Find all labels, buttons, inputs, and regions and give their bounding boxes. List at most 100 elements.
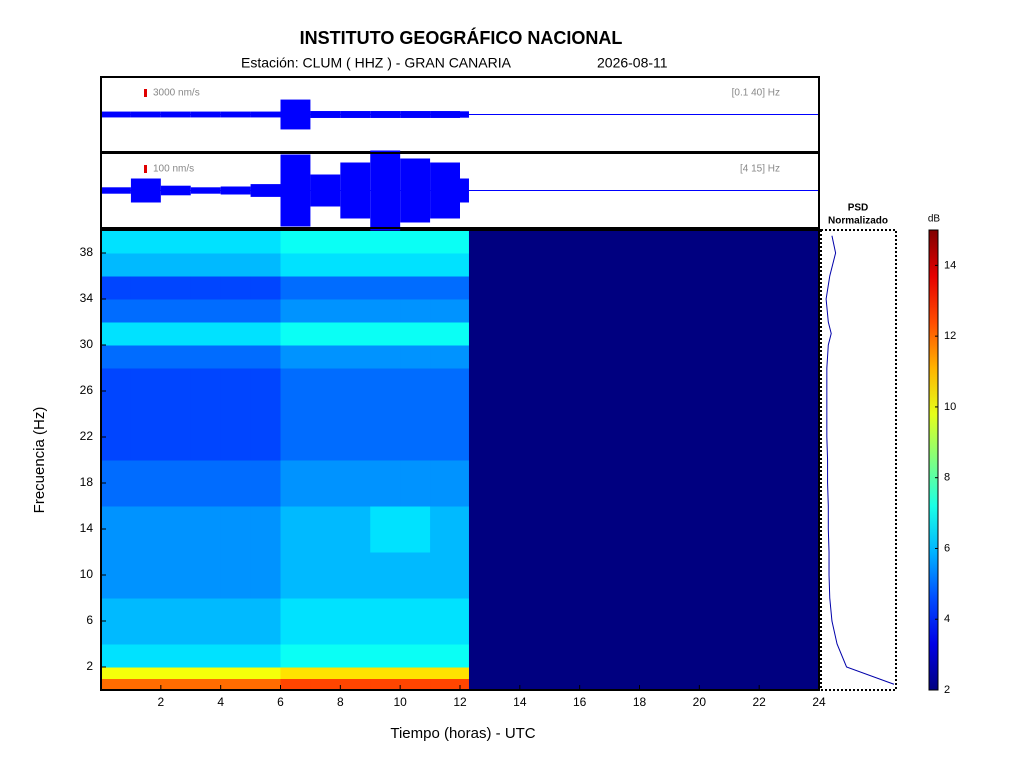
spectrogram-cell [370, 322, 401, 346]
spectrogram-cell [130, 460, 162, 507]
spectrogram-cell [460, 276, 470, 300]
y-tick-label: 34 [80, 291, 94, 305]
spectrogram-cell [220, 598, 252, 645]
spectrogram-cell [280, 678, 311, 691]
y-tick-label: 38 [80, 245, 94, 259]
y-tick-label: 6 [86, 613, 93, 627]
spectrogram-cell [460, 230, 470, 254]
spectrogram-cell [430, 667, 461, 679]
spectrogram-cell [400, 460, 431, 507]
spectrogram-cell [220, 276, 252, 300]
spectrogram-cell [280, 345, 311, 369]
spectrogram-cell [280, 552, 311, 599]
spectrogram-cell [468, 368, 820, 415]
spectrogram-cell [340, 299, 371, 323]
spectrogram-cell [220, 506, 252, 553]
spectrogram-cell [101, 414, 132, 461]
spectrogram-cell [280, 460, 311, 507]
spectrogram-cell [468, 678, 820, 691]
spectrogram-cell [220, 460, 252, 507]
trace-envelope [101, 187, 131, 194]
spectrogram-cell [160, 322, 192, 346]
spectrogram-cell [340, 276, 371, 300]
y-tick-label: 14 [80, 521, 94, 535]
trace-envelope [250, 184, 281, 197]
spectrogram-cell [280, 368, 311, 415]
trace-envelope [460, 111, 469, 118]
x-tick-label: 12 [453, 695, 467, 709]
colorbar-tick-label: 6 [944, 542, 950, 554]
trace-envelope [340, 162, 371, 219]
psd-title: PSD [848, 203, 869, 214]
y-tick-label: 26 [80, 383, 94, 397]
spectrogram-cell [130, 552, 162, 599]
spectrogram-cell [400, 322, 431, 346]
spectrogram-cell [400, 678, 431, 691]
x-tick-label: 8 [337, 695, 344, 709]
spectrogram-cell [430, 253, 461, 277]
spectrogram-cell [250, 644, 281, 668]
spectrogram-cell [310, 644, 341, 668]
spectrogram-cell [310, 230, 341, 254]
spectrogram-cell [310, 552, 341, 599]
spectrogram-cell [370, 460, 401, 507]
spectrogram-cell [430, 299, 461, 323]
spectrogram-cell [468, 460, 820, 507]
spectrogram-cell [310, 253, 341, 277]
subtitle: Estación: CLUM ( HHZ ) - GRAN CANARIA [241, 55, 512, 71]
spectrogram-cell [190, 678, 222, 691]
spectrogram-cell [370, 678, 401, 691]
spectrogram-cell [430, 678, 461, 691]
spectrogram-cell [190, 506, 222, 553]
spectrogram-cell [400, 253, 431, 277]
trace-envelope [190, 187, 221, 194]
spectrogram-cell [460, 552, 470, 599]
spectrogram-cell [190, 552, 222, 599]
spectrogram-cell [460, 322, 470, 346]
spectrogram-cell [280, 230, 311, 254]
spectrogram-cell [460, 506, 470, 553]
spectrogram-cell [460, 667, 470, 679]
spectrogram-cell [130, 667, 162, 679]
spectrogram-cell [280, 253, 311, 277]
spectrogram-cell [280, 276, 311, 300]
scale-label: 3000 nm/s [153, 88, 200, 99]
spectrogram-cell [101, 230, 132, 254]
x-axis-label: Tiempo (horas) - UTC [390, 725, 535, 742]
spectrogram-cell [130, 276, 162, 300]
trace-envelope [400, 158, 431, 223]
spectrogram-cell [340, 368, 371, 415]
spectrogram-cell [250, 322, 281, 346]
spectrogram-cell [160, 230, 192, 254]
spectrogram-cell [468, 276, 820, 300]
spectrogram-cell [101, 276, 132, 300]
spectrogram-cell [430, 644, 461, 668]
x-tick-label: 4 [217, 695, 224, 709]
spectrogram-cell [190, 276, 222, 300]
spectrogram-cell [310, 299, 341, 323]
x-tick-label: 2 [157, 695, 164, 709]
spectrogram-cell [220, 414, 252, 461]
spectrogram-cell [310, 667, 341, 679]
spectrogram-cell [160, 598, 192, 645]
band-label: [4 15] Hz [740, 164, 780, 175]
spectrogram-cell [340, 253, 371, 277]
spectrogram-cell [190, 368, 222, 415]
y-tick-label: 2 [86, 659, 93, 673]
spectrogram-cell [130, 414, 162, 461]
spectrogram-cell [340, 506, 371, 553]
spectrogram-cell [101, 678, 132, 691]
spectrogram-cell [468, 598, 820, 645]
spectrogram-cell [280, 667, 311, 679]
x-tick-label: 22 [752, 695, 766, 709]
spectrogram-cell [468, 230, 820, 254]
spectrogram-cell [160, 276, 192, 300]
trace-envelope [220, 111, 251, 118]
spectrogram-cell [101, 644, 132, 668]
spectrogram-cell [101, 299, 132, 323]
spectrogram-cell [190, 414, 222, 461]
spectrogram-cell [190, 322, 222, 346]
spectrogram-cell [220, 552, 252, 599]
spectrogram-cell [310, 598, 341, 645]
